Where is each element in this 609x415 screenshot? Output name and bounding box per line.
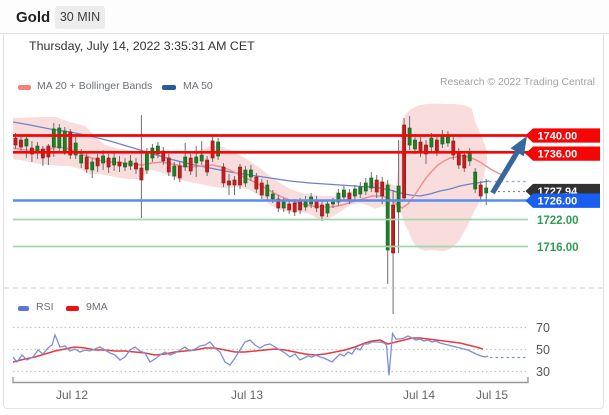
- svg-text:70: 70: [536, 321, 550, 335]
- svg-text:1722.00: 1722.00: [537, 215, 579, 227]
- svg-text:1716.00: 1716.00: [537, 242, 579, 254]
- svg-text:Jul 14: Jul 14: [403, 388, 435, 402]
- svg-text:50: 50: [536, 343, 550, 357]
- svg-text:Jul 12: Jul 12: [56, 388, 88, 402]
- svg-text:Jul 13: Jul 13: [231, 388, 263, 402]
- svg-text:1740.00: 1740.00: [538, 131, 578, 143]
- svg-text:Jul 15: Jul 15: [476, 388, 508, 402]
- svg-text:1726.00: 1726.00: [538, 196, 578, 208]
- svg-text:30: 30: [536, 365, 550, 379]
- svg-text:1736.00: 1736.00: [538, 149, 578, 161]
